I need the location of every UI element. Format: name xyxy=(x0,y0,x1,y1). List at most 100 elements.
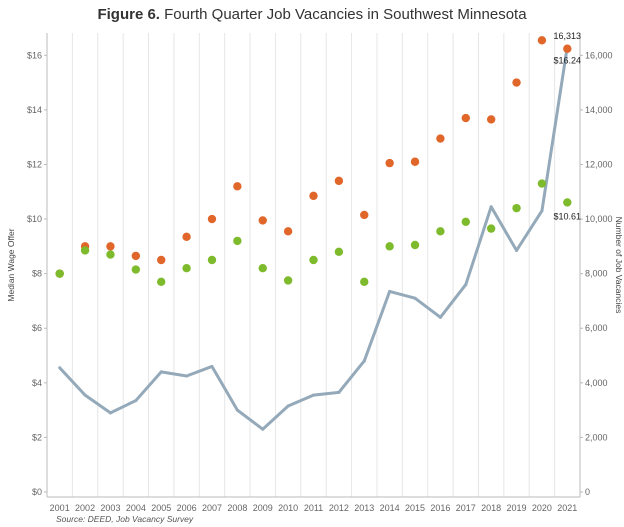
x-tick-label: 2019 xyxy=(507,503,527,513)
y-left-axis-label: Median Wage Offer xyxy=(6,228,16,301)
y-left-tick-label: $2 xyxy=(32,432,42,442)
wage-offer-point-orange xyxy=(283,227,293,236)
y-right-tick-label: 10,000 xyxy=(585,214,613,224)
wage-offer-point-green xyxy=(283,276,293,285)
wage-offer-point-green xyxy=(563,198,572,207)
gridlines xyxy=(46,33,581,497)
wage-offer-point-green xyxy=(55,269,64,278)
green-data-label: $10.61 xyxy=(554,211,582,221)
x-tick-label: 2003 xyxy=(100,503,120,513)
x-tick-label: 2005 xyxy=(151,503,171,513)
wage-offer-point-green xyxy=(537,179,547,188)
vacancies-point xyxy=(235,408,239,412)
orange-data-label: $16.24 xyxy=(554,56,582,66)
wage-offer-point-green xyxy=(233,236,242,246)
vacancies-point xyxy=(489,205,493,209)
y-right-tick-label: 2,000 xyxy=(585,432,608,442)
x-tick-label: 2016 xyxy=(430,503,450,513)
y-right-tick-label: 14,000 xyxy=(585,105,613,115)
vacancies-point xyxy=(108,411,112,415)
wage-offer-point-green xyxy=(157,277,166,287)
x-tick-label: 2010 xyxy=(278,503,298,513)
labels-layer: 16,313 $16.24 $10.61 xyxy=(554,31,582,222)
x-tick-label: 2015 xyxy=(405,503,425,513)
vacancies-point xyxy=(464,283,468,287)
vacancies-point xyxy=(540,209,544,213)
wage-offer-point-orange xyxy=(385,158,394,168)
wage-offer-point-green xyxy=(461,217,470,226)
vacancies-point xyxy=(261,427,265,431)
x-tick-label: 2009 xyxy=(253,503,273,513)
y-left-tick-label: $0 xyxy=(32,487,42,497)
figure-number: Figure 6. xyxy=(97,6,160,23)
vacancies-point xyxy=(210,364,214,368)
wage-offer-point-green xyxy=(309,255,318,265)
wage-offer-point-green xyxy=(436,227,445,236)
wage-offer-point-orange xyxy=(106,242,115,251)
x-tick-label: 2002 xyxy=(75,503,95,513)
wage-offer-point-orange xyxy=(157,255,166,265)
chart-title: Figure 6. Fourth Quarter Job Vacancies i… xyxy=(0,6,624,23)
x-tick-label: 2018 xyxy=(481,503,501,513)
y-right-tick-label: 8,000 xyxy=(585,269,608,279)
x-tick-label: 2012 xyxy=(329,503,349,513)
wage-offer-point-orange xyxy=(131,251,141,261)
wage-offer-point-green xyxy=(486,224,496,233)
y-left-tick-label: $10 xyxy=(27,214,42,224)
y-right-axis-label: Number of Job Vacancies xyxy=(614,217,624,314)
x-tick-label: 2006 xyxy=(177,503,197,513)
wage-offer-point-green xyxy=(360,277,369,287)
vacancies-point xyxy=(362,359,366,363)
wage-offer-point-green xyxy=(182,263,191,273)
wage-offer-point-orange xyxy=(537,36,547,45)
wage-offer-point-orange xyxy=(461,113,470,123)
y-right-tick-label: 12,000 xyxy=(585,159,613,169)
vacancies-point xyxy=(337,390,341,394)
x-tick-label: 2008 xyxy=(227,503,247,513)
wage-offer-point-orange xyxy=(563,44,572,53)
vacancies-point xyxy=(413,296,417,300)
vacancies-point xyxy=(134,399,138,403)
wage-offer-point-green xyxy=(106,250,115,259)
y-left-tick-label: $6 xyxy=(32,323,42,333)
series-layer xyxy=(55,36,572,431)
vacancies-point xyxy=(286,404,290,408)
vacancies-point xyxy=(185,374,189,378)
wage-offer-point-green xyxy=(334,247,344,257)
x-tick-label: 2014 xyxy=(380,503,400,513)
x-tick-label: 2021 xyxy=(557,503,577,513)
vacancies-point xyxy=(515,248,519,252)
vacancies-line xyxy=(58,46,569,431)
y-left-tick-label: $8 xyxy=(32,269,42,279)
vacancies-point xyxy=(438,315,442,319)
y-right-tick-label: 16,000 xyxy=(585,50,613,60)
wage-offer-point-green xyxy=(258,263,267,273)
x-tick-label: 2001 xyxy=(50,503,70,513)
vacancies-point xyxy=(312,393,315,397)
wage-offer-point-orange xyxy=(233,182,242,191)
y-right-tick-label: 6,000 xyxy=(585,323,608,333)
wage-offer-point-orange xyxy=(410,157,420,166)
wage-offer-point-green xyxy=(410,240,420,250)
y-right-tick-label: 4,000 xyxy=(585,378,608,388)
y-left-tick-label: $4 xyxy=(32,378,42,388)
vacancies-point xyxy=(159,370,163,374)
wage-offer-point-green xyxy=(207,255,217,265)
wage-offer-point-green xyxy=(512,203,521,213)
wage-offer-point-orange xyxy=(334,176,344,186)
wage-offer-point-orange xyxy=(512,78,521,87)
vacancies-point xyxy=(83,393,87,397)
wage-offer-point-orange xyxy=(486,115,496,124)
vacancies-point xyxy=(388,289,392,293)
wage-offer-point-orange xyxy=(309,191,318,201)
wage-offer-point-orange xyxy=(207,214,217,224)
axes: 2001 2002 2003 2004 2005 2006 2007 2008 2009 2010… xyxy=(6,33,624,513)
wage-offer-point-green xyxy=(385,242,394,251)
source-note: Source: DEED, Job Vacancy Survey xyxy=(56,514,194,524)
wage-offer-point-orange xyxy=(182,232,191,241)
vacancies-data-label: 16,313 xyxy=(554,31,582,41)
title-text: Fourth Quarter Job Vacancies in Southwes… xyxy=(159,6,527,23)
x-tick-label: 2011 xyxy=(304,503,323,513)
x-tick-label: 2020 xyxy=(532,503,552,513)
